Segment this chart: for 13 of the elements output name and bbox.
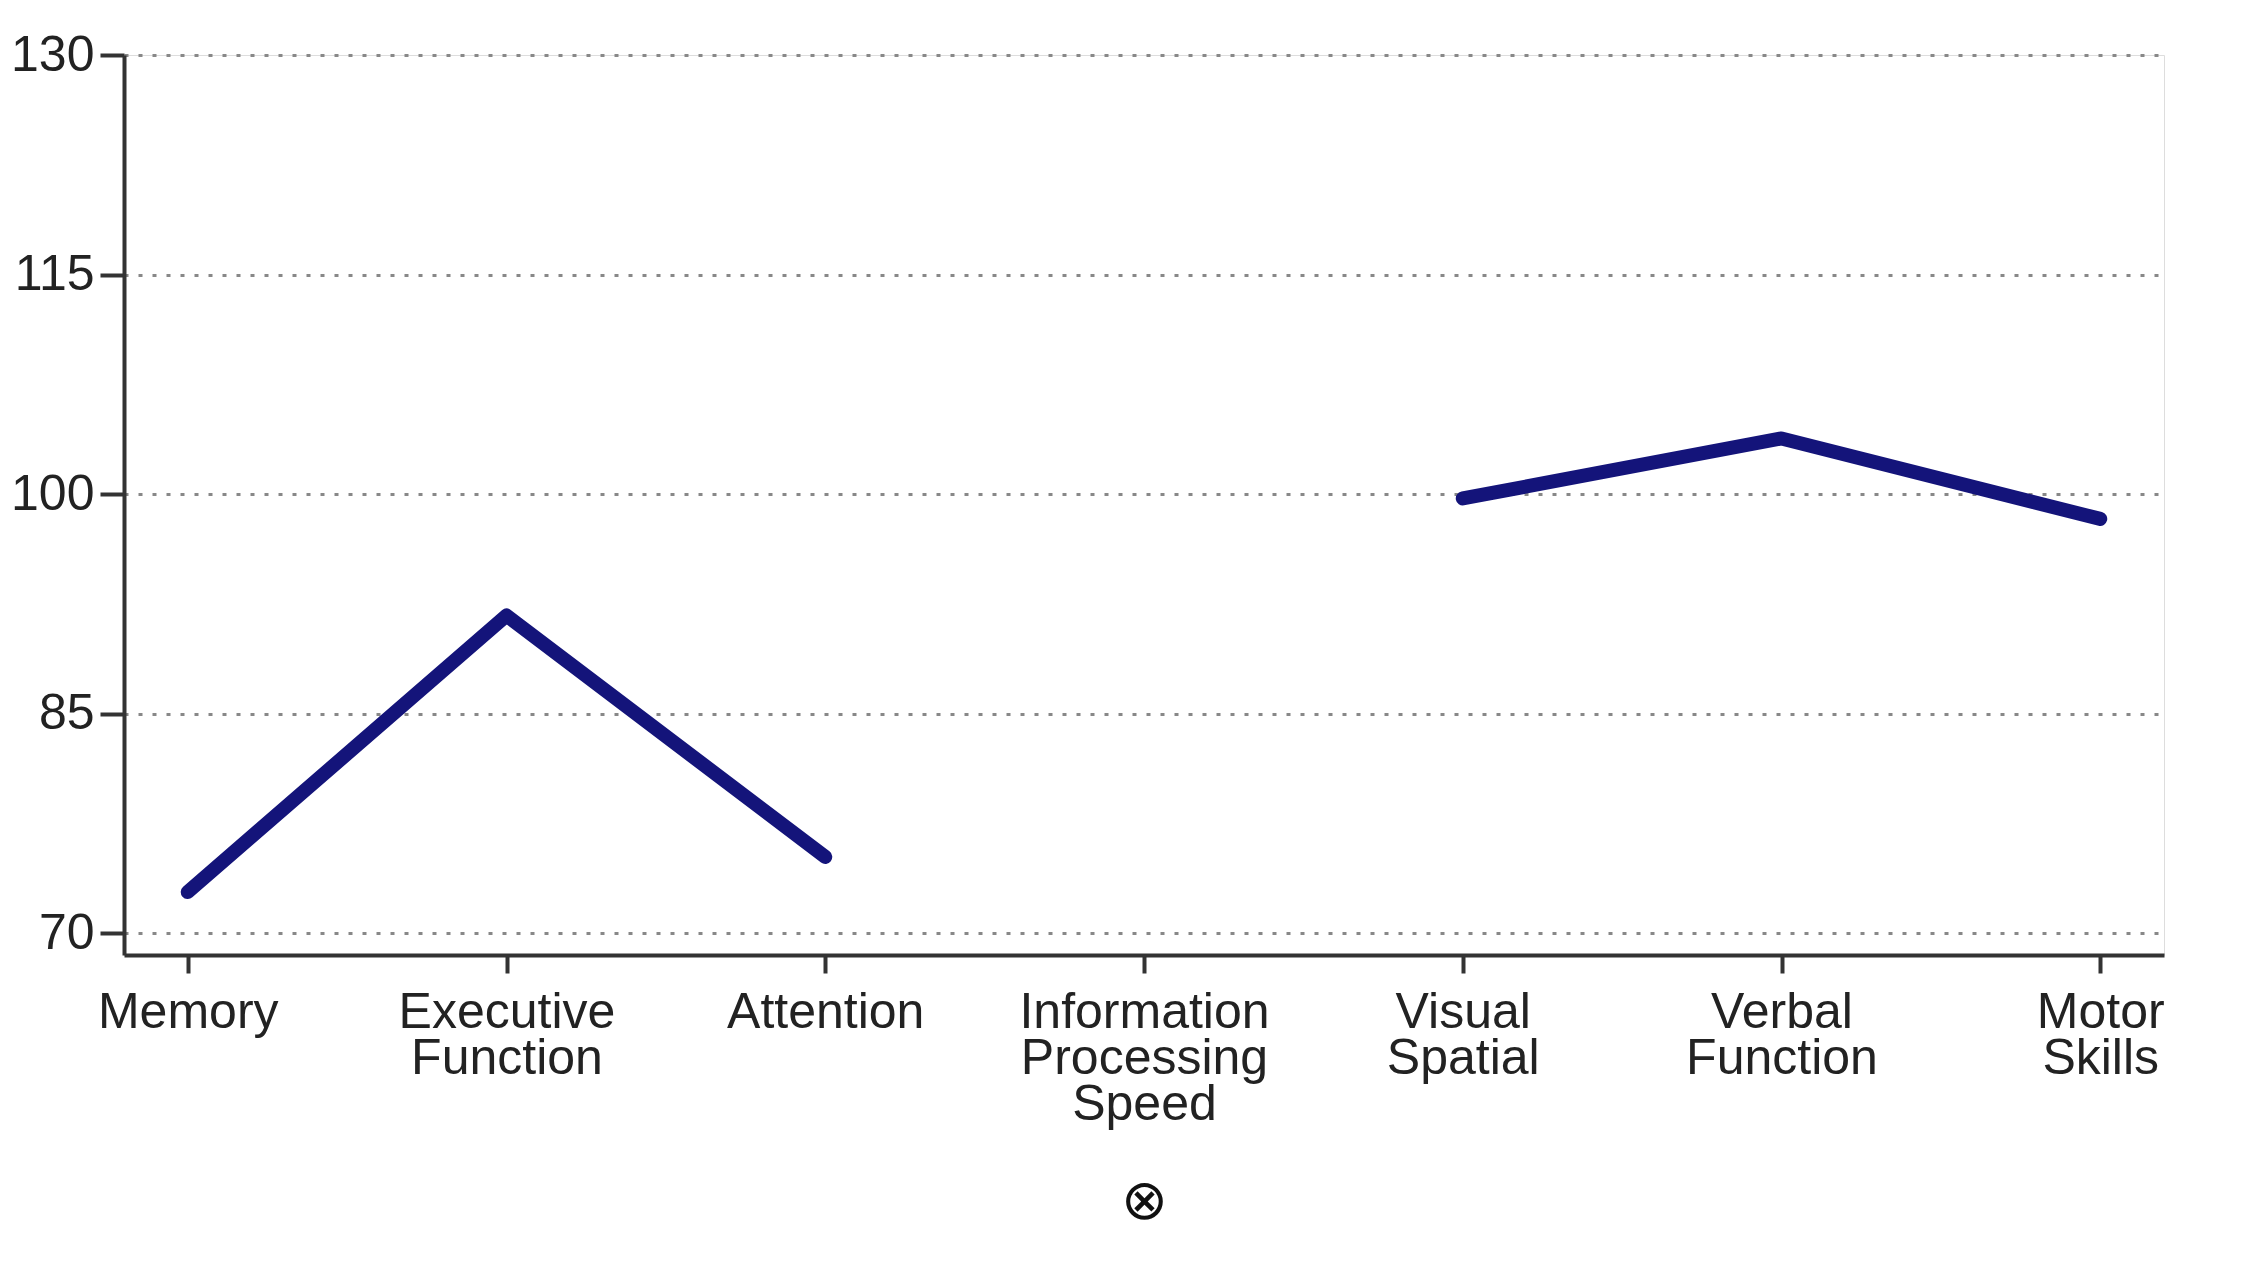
y-tick-label: 85 [38, 684, 95, 741]
x-tick-label: Attention [727, 982, 925, 1039]
text: ⊗ [1120, 1168, 1168, 1231]
x-tick-label: Information Processing Speed [1019, 982, 1270, 1131]
x-tick-label: Verbal Function [1686, 982, 1878, 1085]
y-tick-label: 130 [11, 25, 95, 82]
y-tick-label: 115 [14, 245, 95, 302]
x-tick-label: Memory [97, 982, 279, 1039]
x-tick-label: Executive Function [398, 982, 616, 1085]
x-tick-label: Motor Skills [2036, 982, 2165, 1085]
x-tick-label: Visual Spatial [1386, 982, 1540, 1085]
y-tick-label: 100 [11, 464, 95, 521]
y-tick-label: 70 [38, 903, 95, 960]
